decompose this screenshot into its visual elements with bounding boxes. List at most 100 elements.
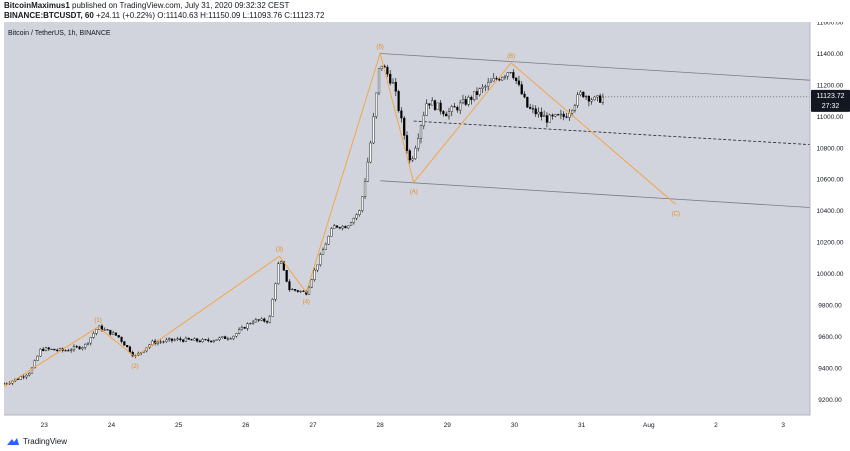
candle-body (565, 116, 568, 118)
candle-body (156, 341, 160, 344)
open-value: 11140.63 (165, 11, 198, 20)
price-tick-label: 11400.00 (817, 51, 844, 58)
author-name[interactable]: BitcoinMaximus1 (4, 1, 70, 10)
candle-body (209, 340, 213, 342)
candle-body (84, 343, 87, 348)
candle-body (361, 196, 364, 211)
wave-path-line (3, 51, 676, 388)
tradingview-logo[interactable]: TradingView (4, 437, 67, 446)
price-axis-labels: 11600.00 11400.00 11200.00 11000.00 10800.00… (816, 20, 844, 404)
candle-body (235, 333, 238, 337)
time-tick-label: 2 (714, 422, 718, 429)
candle-body (321, 249, 325, 255)
candle-body (489, 80, 493, 83)
candle-body (232, 335, 235, 339)
time-tick-label: 28 (377, 422, 385, 429)
wave-label: (4) (303, 299, 310, 305)
candle-body (123, 341, 126, 346)
candle-body (545, 115, 549, 123)
price-badge-value: 11123.72 (816, 93, 844, 100)
candle-body (179, 338, 182, 341)
candle-body (464, 99, 467, 105)
candle-body (47, 347, 50, 350)
candle-body (596, 95, 599, 98)
candle-body (481, 86, 484, 89)
candle-body (473, 91, 476, 100)
candle-body (394, 81, 397, 92)
candle-body (207, 339, 210, 342)
candle-body (260, 318, 263, 321)
candle-body (313, 269, 316, 280)
candle-body (487, 82, 490, 87)
candle-body (19, 376, 22, 380)
candle-body (338, 227, 341, 229)
candle-body (557, 114, 560, 116)
candle-body (414, 147, 417, 159)
candle-body (587, 96, 591, 102)
candle-body (484, 85, 487, 88)
candle-body (2, 383, 6, 385)
candle-body (70, 349, 73, 351)
price-axis[interactable] (810, 22, 850, 415)
symbol-label[interactable]: BINANCE:BTCUSDT, 60 (4, 11, 94, 20)
time-tick-label: Aug (643, 422, 655, 429)
candle-body (397, 91, 400, 112)
candle-body (515, 77, 518, 82)
candle-body (417, 138, 420, 149)
chart-footer: TradingView (0, 435, 850, 451)
candle-body (520, 84, 523, 95)
price-tick-label: 11200.00 (817, 82, 844, 89)
last-price-badge: 11123.72 27:32 (811, 89, 850, 112)
candle-body (168, 338, 171, 341)
elliott-wave (3, 51, 676, 388)
candle-body (265, 321, 269, 323)
candle-body (327, 236, 330, 245)
wave-label: (1) (94, 318, 101, 324)
candle-body (112, 332, 115, 335)
candle-body (190, 339, 193, 341)
candle-body (25, 374, 28, 378)
candle-body (165, 339, 168, 342)
time-axis[interactable] (4, 415, 850, 435)
candle-body (551, 114, 554, 117)
chart-area[interactable]: (1) (2) (3) (4) (5) (A) (B) (C) 11600.00 11400.0… (2, 20, 850, 435)
wave-label: (5) (376, 44, 383, 50)
candle-body (355, 214, 358, 219)
candle-body (529, 107, 532, 109)
candle-body (425, 103, 428, 116)
candle-body (503, 75, 507, 78)
candle-body (50, 348, 53, 350)
candle-body (559, 113, 563, 116)
candle-body (523, 93, 526, 98)
candle-body (114, 332, 118, 336)
candle-body (369, 142, 372, 163)
candle-body (212, 340, 215, 342)
candle-body (86, 342, 90, 345)
candle-body (170, 338, 174, 341)
candle-body (302, 290, 305, 292)
pair-legend: Bitcoin / TetherUS, 1h, BINANCE (8, 30, 111, 37)
price-badge-bg (811, 89, 850, 112)
candle-body (501, 77, 504, 81)
candle-body (103, 329, 106, 331)
candle-body (319, 254, 322, 266)
candle-body (64, 350, 67, 352)
candle-body (324, 243, 327, 250)
publish-info: BitcoinMaximus1 published on TradingView… (4, 1, 289, 10)
time-tick-label: 24 (108, 422, 116, 429)
candle-body (389, 73, 392, 84)
candle-body (548, 114, 551, 123)
candle-body (380, 65, 383, 69)
close-value: 11123.72 (292, 11, 325, 20)
candle-body (512, 72, 515, 79)
candle-body (279, 261, 283, 264)
price-tick-label: 10800.00 (816, 145, 843, 152)
wave-label: (B) (507, 54, 515, 60)
candle-body (128, 346, 132, 353)
time-tick-label: 3 (781, 422, 785, 429)
wave-label: (2) (131, 364, 138, 370)
candle-body (571, 110, 574, 114)
candle-body (576, 94, 579, 106)
price-chart[interactable]: (1) (2) (3) (4) (5) (A) (B) (C) 11600.00 11400.0… (2, 20, 850, 435)
plot-background[interactable] (4, 22, 810, 415)
